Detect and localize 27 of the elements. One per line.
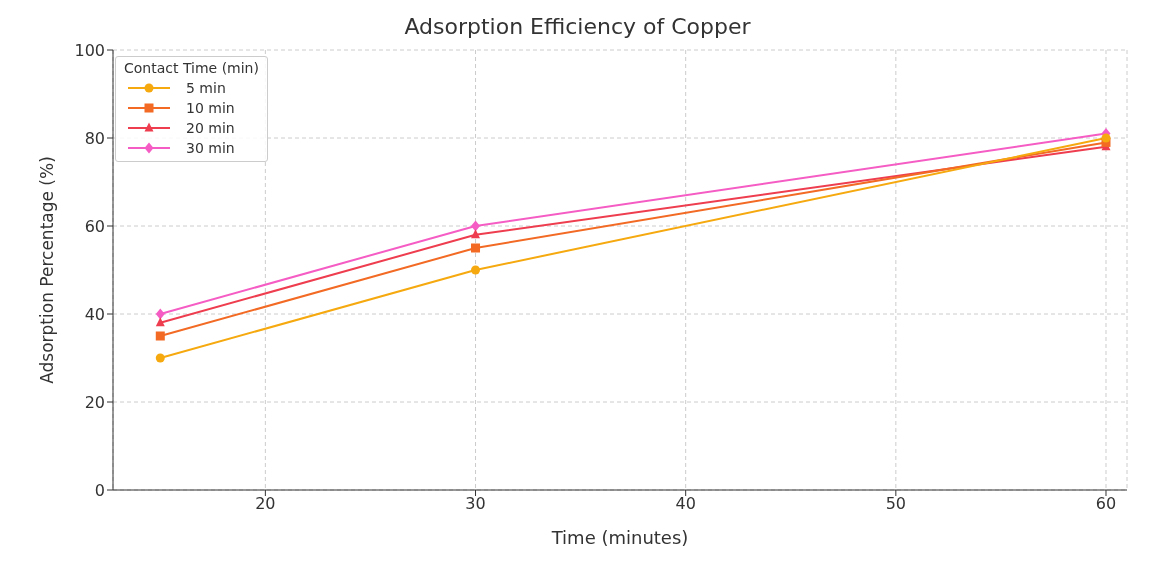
point <box>155 308 165 320</box>
x-axis-title: Time (minutes) <box>550 527 689 548</box>
legend-label: 30 min <box>186 140 235 156</box>
chart-title: Adsorption Efficiency of Copper <box>403 14 752 39</box>
y-tick-label: 20 <box>84 392 105 412</box>
x-tick-label: 20 <box>255 494 276 514</box>
x-tick-label: 30 <box>465 494 486 514</box>
y-tick-label: 0 <box>94 480 105 500</box>
legend-title: Contact Time (min) <box>124 60 259 76</box>
y-axis-title: Adsorption Percentage (%) <box>37 156 58 384</box>
point <box>471 243 481 253</box>
legend-label: 5 min <box>186 80 226 96</box>
point <box>471 220 481 232</box>
legend-label: 10 min <box>186 100 235 116</box>
point <box>155 353 165 363</box>
y-tick-label: 80 <box>84 128 105 148</box>
point <box>155 331 165 341</box>
point <box>1101 133 1111 143</box>
y-tick-label: 60 <box>84 216 105 236</box>
x-tick-label: 50 <box>885 494 907 514</box>
legend-label: 20 min <box>186 120 235 136</box>
point <box>471 229 481 239</box>
x-tick-label: 60 <box>1095 494 1117 514</box>
y-tick-label: 40 <box>84 304 105 324</box>
y-tick-label: 100 <box>74 40 105 60</box>
x-tick-label: 40 <box>675 494 696 514</box>
point <box>471 265 481 275</box>
